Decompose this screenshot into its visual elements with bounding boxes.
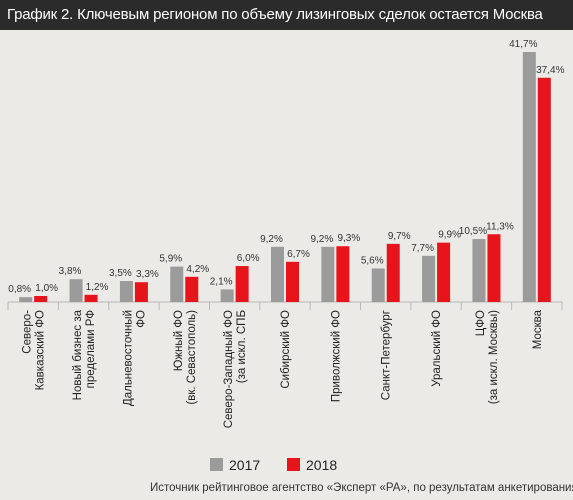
category-label-line: (вк. Севастополь) — [186, 310, 198, 405]
category-label: Северо- Кавказский ФО — [22, 310, 47, 391]
bar-2018 — [537, 77, 551, 302]
data-label: 10,5% — [459, 226, 487, 237]
category-label-line: Приволжский ФО — [330, 310, 342, 402]
data-label: 9,2% — [310, 234, 333, 245]
data-label: 9,9% — [438, 230, 461, 241]
data-label: 2,1% — [210, 276, 233, 287]
bar-2018 — [34, 296, 48, 302]
data-label: 3,5% — [109, 268, 132, 279]
data-label: 9,3% — [337, 233, 360, 244]
legend-swatch-2018 — [287, 458, 300, 471]
category-label: Новый бизнес за пределами РФ — [72, 309, 97, 400]
category-label-line: Сибирский ФО — [280, 310, 292, 389]
data-label: 37,4% — [536, 65, 564, 76]
category-label: Дальневосточный ФО — [122, 310, 147, 406]
data-label: 1,2% — [86, 282, 109, 293]
bar-2017 — [119, 281, 133, 302]
bar-2017 — [371, 268, 385, 302]
category-label-line: Новый бизнес за — [72, 309, 84, 400]
data-label: 5,9% — [159, 254, 182, 265]
category-label: Уральский ФО — [431, 310, 443, 387]
data-label: 9,2% — [260, 234, 283, 245]
bar-2018 — [235, 266, 249, 302]
data-label: 0,8% — [8, 284, 31, 295]
category-label: Сибирский ФО — [280, 310, 292, 389]
category-label-line: (за искл. Москвы) — [488, 310, 500, 404]
category-label-line: Дальневосточный — [122, 310, 134, 406]
category-label-line: Южный ФО — [173, 310, 185, 371]
data-label: 3,3% — [136, 269, 159, 280]
category-label: Южный ФО (вк. Севастополь) — [173, 310, 198, 405]
data-label: 7,7% — [411, 243, 434, 254]
bar-2018 — [437, 242, 451, 302]
bar-2017 — [472, 239, 486, 302]
category-label-line: пределами РФ — [85, 310, 97, 389]
data-label: 3,8% — [59, 266, 82, 277]
category-label: Москва — [532, 309, 544, 349]
category-label-line: ФО — [135, 310, 147, 328]
data-label: 6,0% — [237, 253, 260, 264]
bar-2018 — [487, 234, 501, 302]
category-label-line: Кавказский ФО — [35, 310, 47, 390]
data-label: 41,7% — [509, 39, 537, 50]
bar-2018 — [134, 282, 148, 302]
category-label-line: Санкт-Петербург — [381, 310, 393, 400]
category-label: ЦФО (за искл. Москвы) — [475, 310, 500, 404]
category-label-line: (за искл. СПБ — [236, 310, 248, 383]
bar-2017 — [19, 297, 33, 302]
bar-2017 — [69, 279, 83, 302]
data-label: 4,2% — [186, 264, 209, 275]
data-label: 11,3% — [486, 221, 514, 232]
title-bar: График 2. Ключевым регионом по объему ли… — [0, 0, 573, 30]
category-label-line: ЦФО — [475, 310, 487, 336]
legend-label: 2017 — [229, 457, 260, 473]
bar-2017 — [321, 246, 335, 302]
bar-2017 — [170, 266, 184, 302]
data-label: 5,6% — [361, 255, 384, 266]
bar-2018 — [84, 294, 98, 302]
chart-title: График 2. Ключевым регионом по объему ли… — [7, 6, 543, 23]
category-label-line: Уральский ФО — [431, 310, 443, 387]
category-label-line: Москва — [532, 309, 544, 349]
bar-2018 — [386, 243, 400, 302]
bar-2018 — [185, 276, 199, 302]
data-label: 9,7% — [388, 231, 411, 242]
bar-2018 — [286, 261, 299, 302]
legend-swatch-2017 — [210, 458, 223, 471]
category-label: Северо-Западный ФО (за искл. СПБ — [223, 310, 248, 428]
category-label: Санкт-Петербург — [381, 310, 393, 400]
legend-label: 2018 — [306, 457, 337, 473]
data-label: 1,0% — [35, 283, 58, 294]
data-label: 6,7% — [287, 249, 310, 260]
bar-2017 — [522, 52, 536, 302]
bar-2017 — [271, 246, 284, 302]
source-note: Источник рейтинговое агентство «Эксперт … — [150, 482, 573, 494]
bar-2017 — [220, 289, 234, 302]
category-label: Приволжский ФО — [330, 310, 342, 402]
bar-2018 — [336, 246, 350, 302]
category-label-line: Северо- — [22, 310, 34, 354]
bar-2017 — [422, 255, 436, 302]
category-label-line: Северо-Западный ФО — [223, 310, 235, 428]
